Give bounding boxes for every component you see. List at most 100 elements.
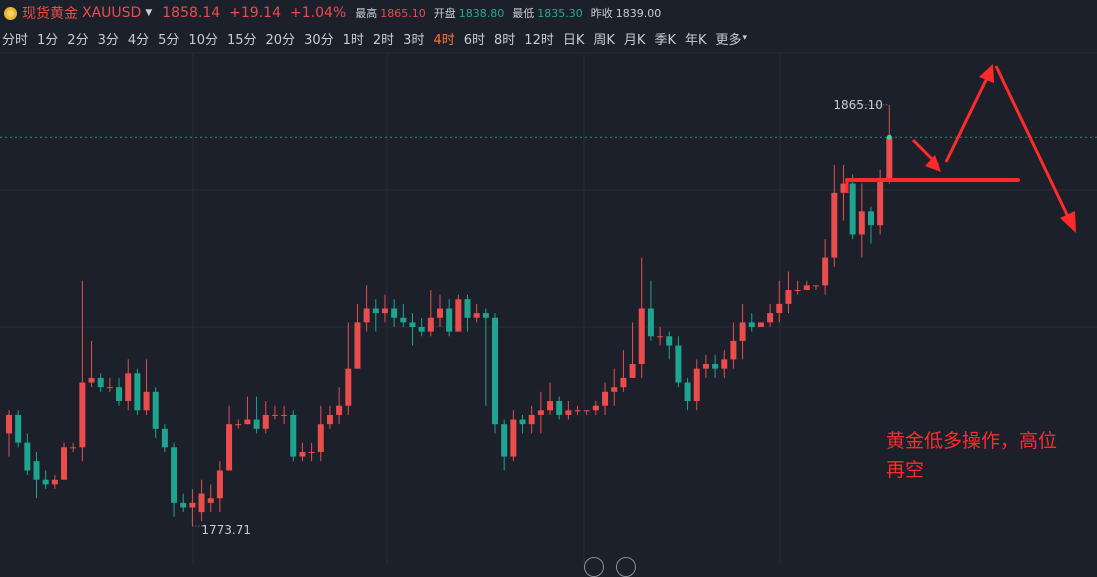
price-change: +19.14 (229, 5, 281, 21)
prev-close-label: 昨收 (590, 7, 613, 20)
tab-timeframe[interactable]: 1分 (37, 32, 59, 48)
annotation-line-2: 再空 (886, 459, 925, 481)
candle-body (886, 137, 893, 179)
candle-body (409, 322, 416, 328)
candle-body (363, 308, 370, 323)
candle-body (849, 183, 856, 235)
tab-timeframe[interactable]: 3分 (97, 32, 119, 48)
tab-timeframe[interactable]: 季K (654, 32, 676, 48)
candle-body (152, 391, 159, 429)
symbol-dropdown-icon[interactable]: ▼ (145, 8, 153, 18)
candle-body (33, 461, 40, 480)
last-price-dot (886, 134, 892, 140)
tab-timeframe[interactable]: 10分 (188, 32, 218, 48)
candle-body (702, 364, 709, 369)
candle-body (400, 317, 407, 323)
tab-timeframe[interactable]: 15分 (226, 32, 257, 48)
candle-body (803, 285, 810, 290)
candle-body (684, 382, 691, 402)
candle-body (657, 336, 664, 338)
symbol-header: 现货黄金 XAUUSD ▼ 1858.14 +19.14 +1.04% 最高 1… (0, 0, 1097, 26)
candle-body (271, 414, 278, 416)
tab-timeframe[interactable]: 30分 (304, 32, 334, 48)
candle-body (464, 299, 471, 318)
low-marker-label: 1773.71 (201, 523, 251, 537)
candle-body (638, 308, 645, 365)
candle-body (198, 493, 205, 513)
symbol-name[interactable]: 现货黄金 (22, 6, 78, 22)
tab-timeframe[interactable]: 12时 (524, 32, 554, 48)
prev-close-value: 1839.00 (615, 6, 662, 20)
tab-timeframe[interactable]: 更多 (715, 32, 742, 48)
candle-body (436, 308, 443, 318)
candle-body (565, 410, 572, 415)
candle-body (547, 401, 554, 411)
candle-body (501, 424, 508, 457)
candle-body (785, 289, 792, 304)
gold-coin-icon (4, 6, 17, 20)
candle-body (262, 414, 269, 429)
candle-body (308, 451, 315, 453)
candle-body (116, 387, 123, 402)
candle-body (739, 322, 746, 341)
price-change-percent: +1.04% (289, 5, 347, 21)
candle-body (748, 322, 755, 328)
candle-body (299, 451, 306, 457)
candle-body (611, 387, 618, 392)
tab-timeframe[interactable]: 月K (623, 32, 646, 48)
tab-timeframe[interactable]: 20分 (265, 32, 296, 48)
candle-body (455, 299, 462, 332)
candle-body (446, 308, 453, 332)
candle-body (776, 303, 783, 314)
candle-body (730, 340, 737, 360)
symbol-code[interactable]: XAUUSD (82, 5, 142, 21)
candle-body (161, 428, 168, 448)
tab-timeframe[interactable]: 4时 (433, 32, 455, 48)
candle-body (482, 313, 489, 318)
candle-body (143, 391, 150, 411)
candle-body (281, 414, 288, 416)
candle-body (537, 410, 544, 415)
candle-body (6, 414, 12, 434)
candle-body (326, 414, 333, 425)
candle-body (97, 377, 104, 388)
candle-body (88, 377, 95, 383)
tab-timeframe[interactable]: 4分 (127, 32, 150, 48)
more-dropdown-icon[interactable]: ▾ (742, 33, 748, 43)
candle-body (556, 401, 563, 415)
candle-body (61, 447, 68, 480)
tab-timeframe[interactable]: 周K (593, 32, 615, 48)
tab-timeframe[interactable]: 5分 (158, 32, 180, 48)
candlestick-chart[interactable]: 1865.10 1773.71 (0, 0, 1097, 563)
candle-body (666, 336, 673, 346)
candle-body (721, 359, 728, 369)
tab-timeframe[interactable]: 年K (684, 32, 707, 48)
tab-timeframe[interactable]: 日K (562, 32, 585, 48)
candle-body (125, 373, 132, 402)
low-label: 最低 (512, 7, 535, 20)
candle-body (189, 502, 196, 508)
scroll-left-button[interactable] (584, 557, 604, 577)
tab-timeframe[interactable]: 3时 (403, 32, 425, 48)
candle-body (574, 410, 581, 412)
candle-body (767, 313, 774, 323)
tab-timeframe[interactable]: 2时 (372, 32, 395, 48)
candle-body (693, 368, 700, 402)
candle-body (106, 387, 113, 389)
candle-body (244, 419, 251, 425)
candle-body (712, 364, 719, 369)
tab-timeframe[interactable]: 8时 (494, 32, 516, 48)
open-value: 1838.80 (458, 6, 505, 20)
high-label: 最高 (355, 7, 378, 20)
candle-body (822, 257, 829, 286)
tab-timeframe[interactable]: 2分 (67, 32, 89, 48)
scroll-right-button[interactable] (616, 557, 636, 577)
candle-body (519, 419, 526, 425)
tab-timeframe[interactable]: 分时 (2, 32, 29, 48)
candle-body (492, 317, 499, 425)
candle-body (812, 285, 819, 287)
candle-body (840, 183, 847, 193)
tab-timeframe[interactable]: 1时 (342, 32, 364, 48)
tab-timeframe[interactable]: 6时 (463, 32, 486, 48)
candle-body (317, 424, 324, 452)
